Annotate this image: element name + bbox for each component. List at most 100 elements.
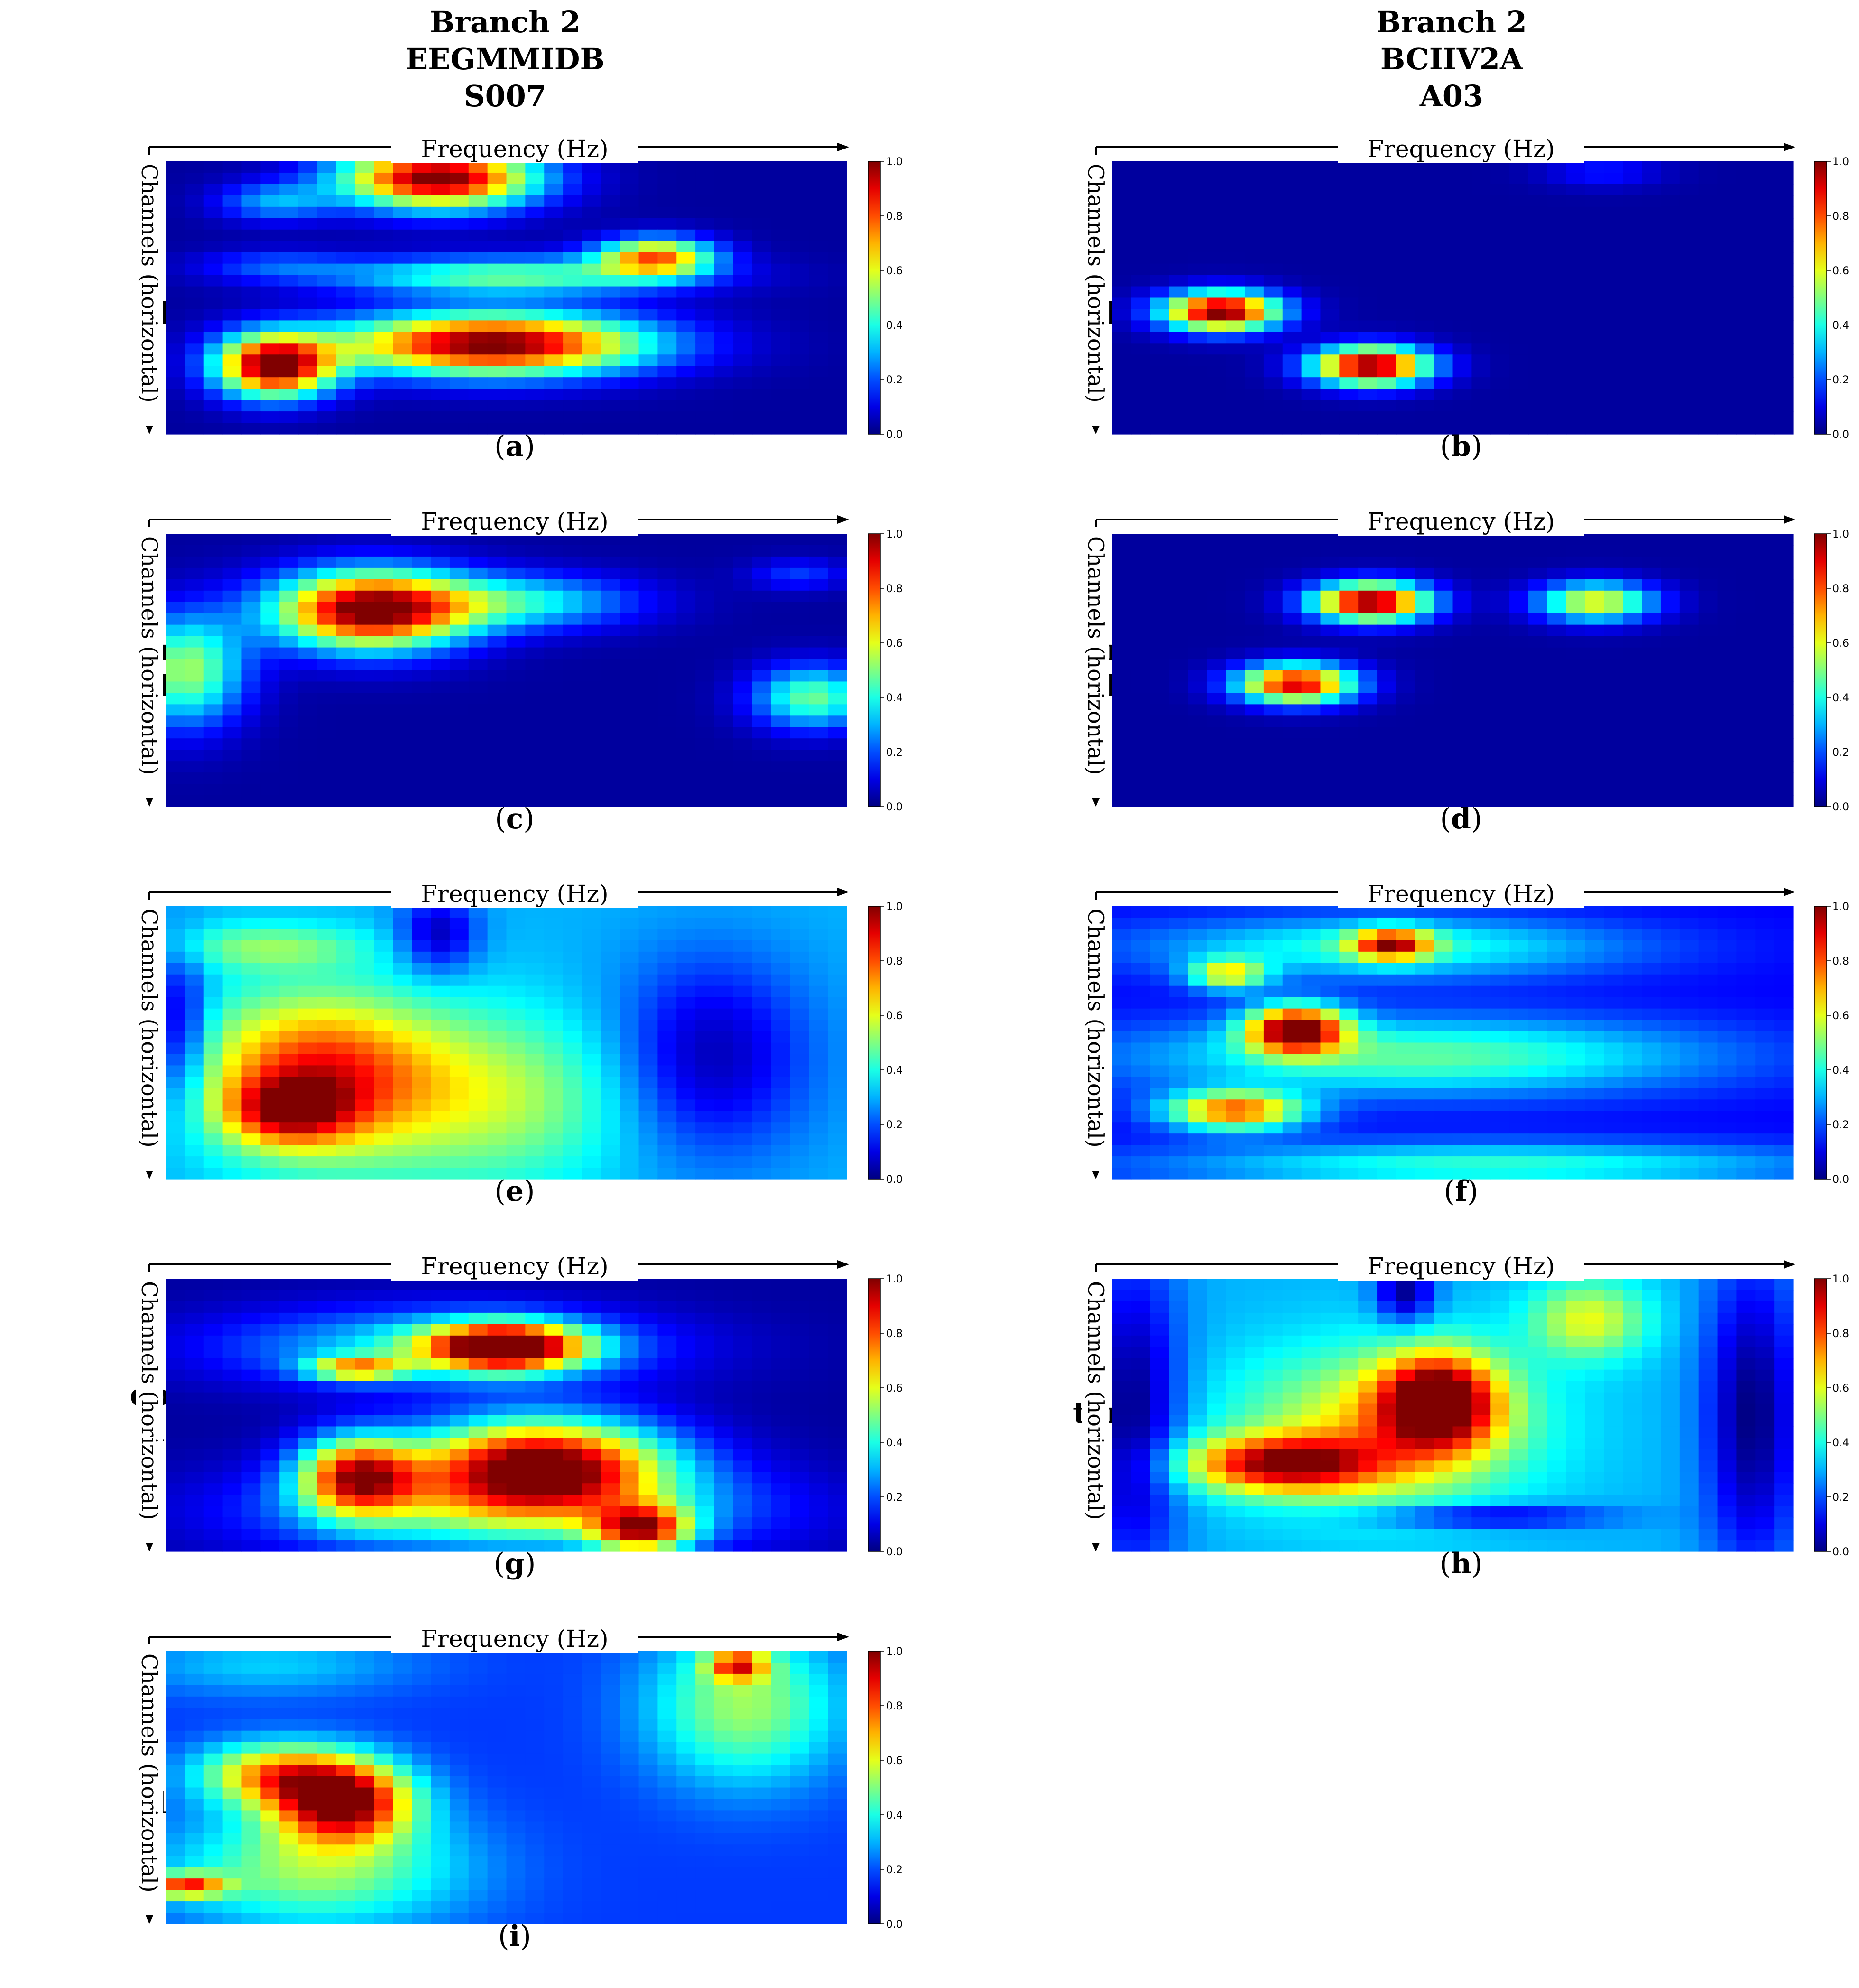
heatmap-cell	[1736, 579, 1755, 591]
heatmap-cell	[695, 715, 714, 727]
heatmap-cell	[241, 568, 260, 580]
heatmap-cell	[1490, 750, 1509, 762]
heatmap-cell	[260, 275, 279, 287]
heatmap-cell	[714, 557, 733, 568]
heatmap-cell	[488, 557, 507, 568]
heatmap-cell	[374, 1054, 393, 1066]
heatmap-cell	[1434, 377, 1453, 389]
heatmap-cell	[1642, 772, 1661, 784]
heatmap-cell	[317, 389, 336, 400]
heatmap-cell	[695, 534, 714, 546]
heatmap-cell	[204, 636, 223, 648]
heatmap-cell	[790, 264, 809, 276]
heatmap-cell	[1207, 309, 1226, 321]
heatmap-cell	[355, 727, 374, 739]
heatmap-cell	[657, 400, 676, 412]
heatmap-cell	[1150, 230, 1169, 242]
heatmap-cell	[790, 715, 809, 727]
heatmap-cell	[1528, 648, 1547, 660]
heatmap-cell	[374, 287, 393, 298]
heatmap-cell	[374, 400, 393, 412]
heatmap-cell	[507, 591, 526, 603]
heatmap-cell	[1302, 648, 1321, 660]
heatmap-cell	[657, 1043, 676, 1055]
heatmap-cell	[298, 1099, 317, 1111]
heatmap-cell	[525, 366, 544, 378]
heatmap-cell	[809, 636, 828, 648]
heatmap-cell	[1774, 264, 1793, 276]
heatmap-cell	[714, 1009, 733, 1021]
heatmap-cell	[1718, 366, 1737, 378]
heatmap-cell	[488, 648, 507, 660]
heatmap-cell	[1264, 332, 1283, 344]
heatmap-cell	[752, 1088, 771, 1100]
heatmap-cell	[752, 929, 771, 941]
heatmap-cell	[828, 715, 847, 727]
heatmap-cell	[1283, 1043, 1302, 1055]
heatmap-cell	[260, 161, 279, 173]
heatmap-cell	[1415, 929, 1434, 941]
heatmap-cell	[185, 411, 204, 423]
heatmap-cell	[166, 591, 185, 603]
heatmap-cell	[657, 343, 676, 355]
heatmap-cell	[620, 940, 639, 952]
heatmap-cell	[601, 207, 620, 219]
heatmap-cell	[1339, 343, 1358, 355]
heatmap-cell	[1661, 423, 1680, 435]
heatmap-cell	[1509, 568, 1528, 580]
heatmap-cell	[1774, 298, 1793, 310]
heatmap-cell	[1169, 287, 1188, 298]
heatmap-cell	[657, 693, 676, 705]
heatmap-cell	[1188, 320, 1207, 332]
heatmap-cell	[241, 161, 260, 173]
heatmap-cell	[809, 1122, 828, 1134]
heatmap-cell	[1112, 343, 1131, 355]
heatmap-cell	[1339, 366, 1358, 378]
heatmap-cell	[1339, 275, 1358, 287]
heatmap-cell	[393, 602, 412, 614]
heatmap-cell	[450, 1099, 469, 1111]
heatmap-cell	[1509, 727, 1528, 739]
heatmap-cell	[828, 659, 847, 671]
heatmap-cell	[771, 963, 790, 975]
heatmap-cell	[714, 1054, 733, 1066]
heatmap-cell	[241, 195, 260, 207]
heatmap-cell	[1188, 545, 1207, 557]
heatmap-cell	[469, 659, 488, 671]
heatmap-cell	[733, 1020, 752, 1032]
heatmap-cell	[412, 579, 431, 591]
heatmap-cell	[620, 1088, 639, 1100]
heatmap-cell	[507, 287, 526, 298]
heatmap-cell	[1112, 1031, 1131, 1043]
heatmap-cell	[1642, 670, 1661, 682]
heatmap-cell	[431, 636, 450, 648]
heatmap-cell	[771, 366, 790, 378]
heatmap-cell	[582, 613, 601, 625]
heatmap-cell	[1680, 613, 1699, 625]
heatmap-cell	[752, 693, 771, 705]
heatmap-cell	[1396, 195, 1415, 207]
heatmap-cell	[1453, 1031, 1472, 1043]
heatmap-cell	[336, 795, 355, 807]
heatmap-cell	[1339, 389, 1358, 400]
heatmap-cell	[1566, 230, 1585, 242]
heatmap-cell	[752, 195, 771, 207]
heatmap-cell	[279, 287, 298, 298]
heatmap-cell	[657, 784, 676, 796]
heatmap-cell	[1755, 750, 1774, 762]
colorbar-tick-label: 0.8	[886, 211, 903, 223]
heatmap-cell	[1774, 320, 1793, 332]
heatmap-cell	[771, 670, 790, 682]
heatmap-cell	[393, 613, 412, 625]
heatmap-cell	[1661, 309, 1680, 321]
heatmap-cell	[1774, 750, 1793, 762]
heatmap-cell	[412, 354, 431, 366]
heatmap-cell	[1471, 738, 1490, 750]
heatmap-cell	[431, 579, 450, 591]
heatmap-cell	[1283, 693, 1302, 705]
heatmap-cell	[488, 1156, 507, 1168]
heatmap-cell	[1566, 389, 1585, 400]
heatmap-cell	[260, 625, 279, 637]
heatmap-cell	[752, 411, 771, 423]
heatmap-cell	[469, 1111, 488, 1123]
